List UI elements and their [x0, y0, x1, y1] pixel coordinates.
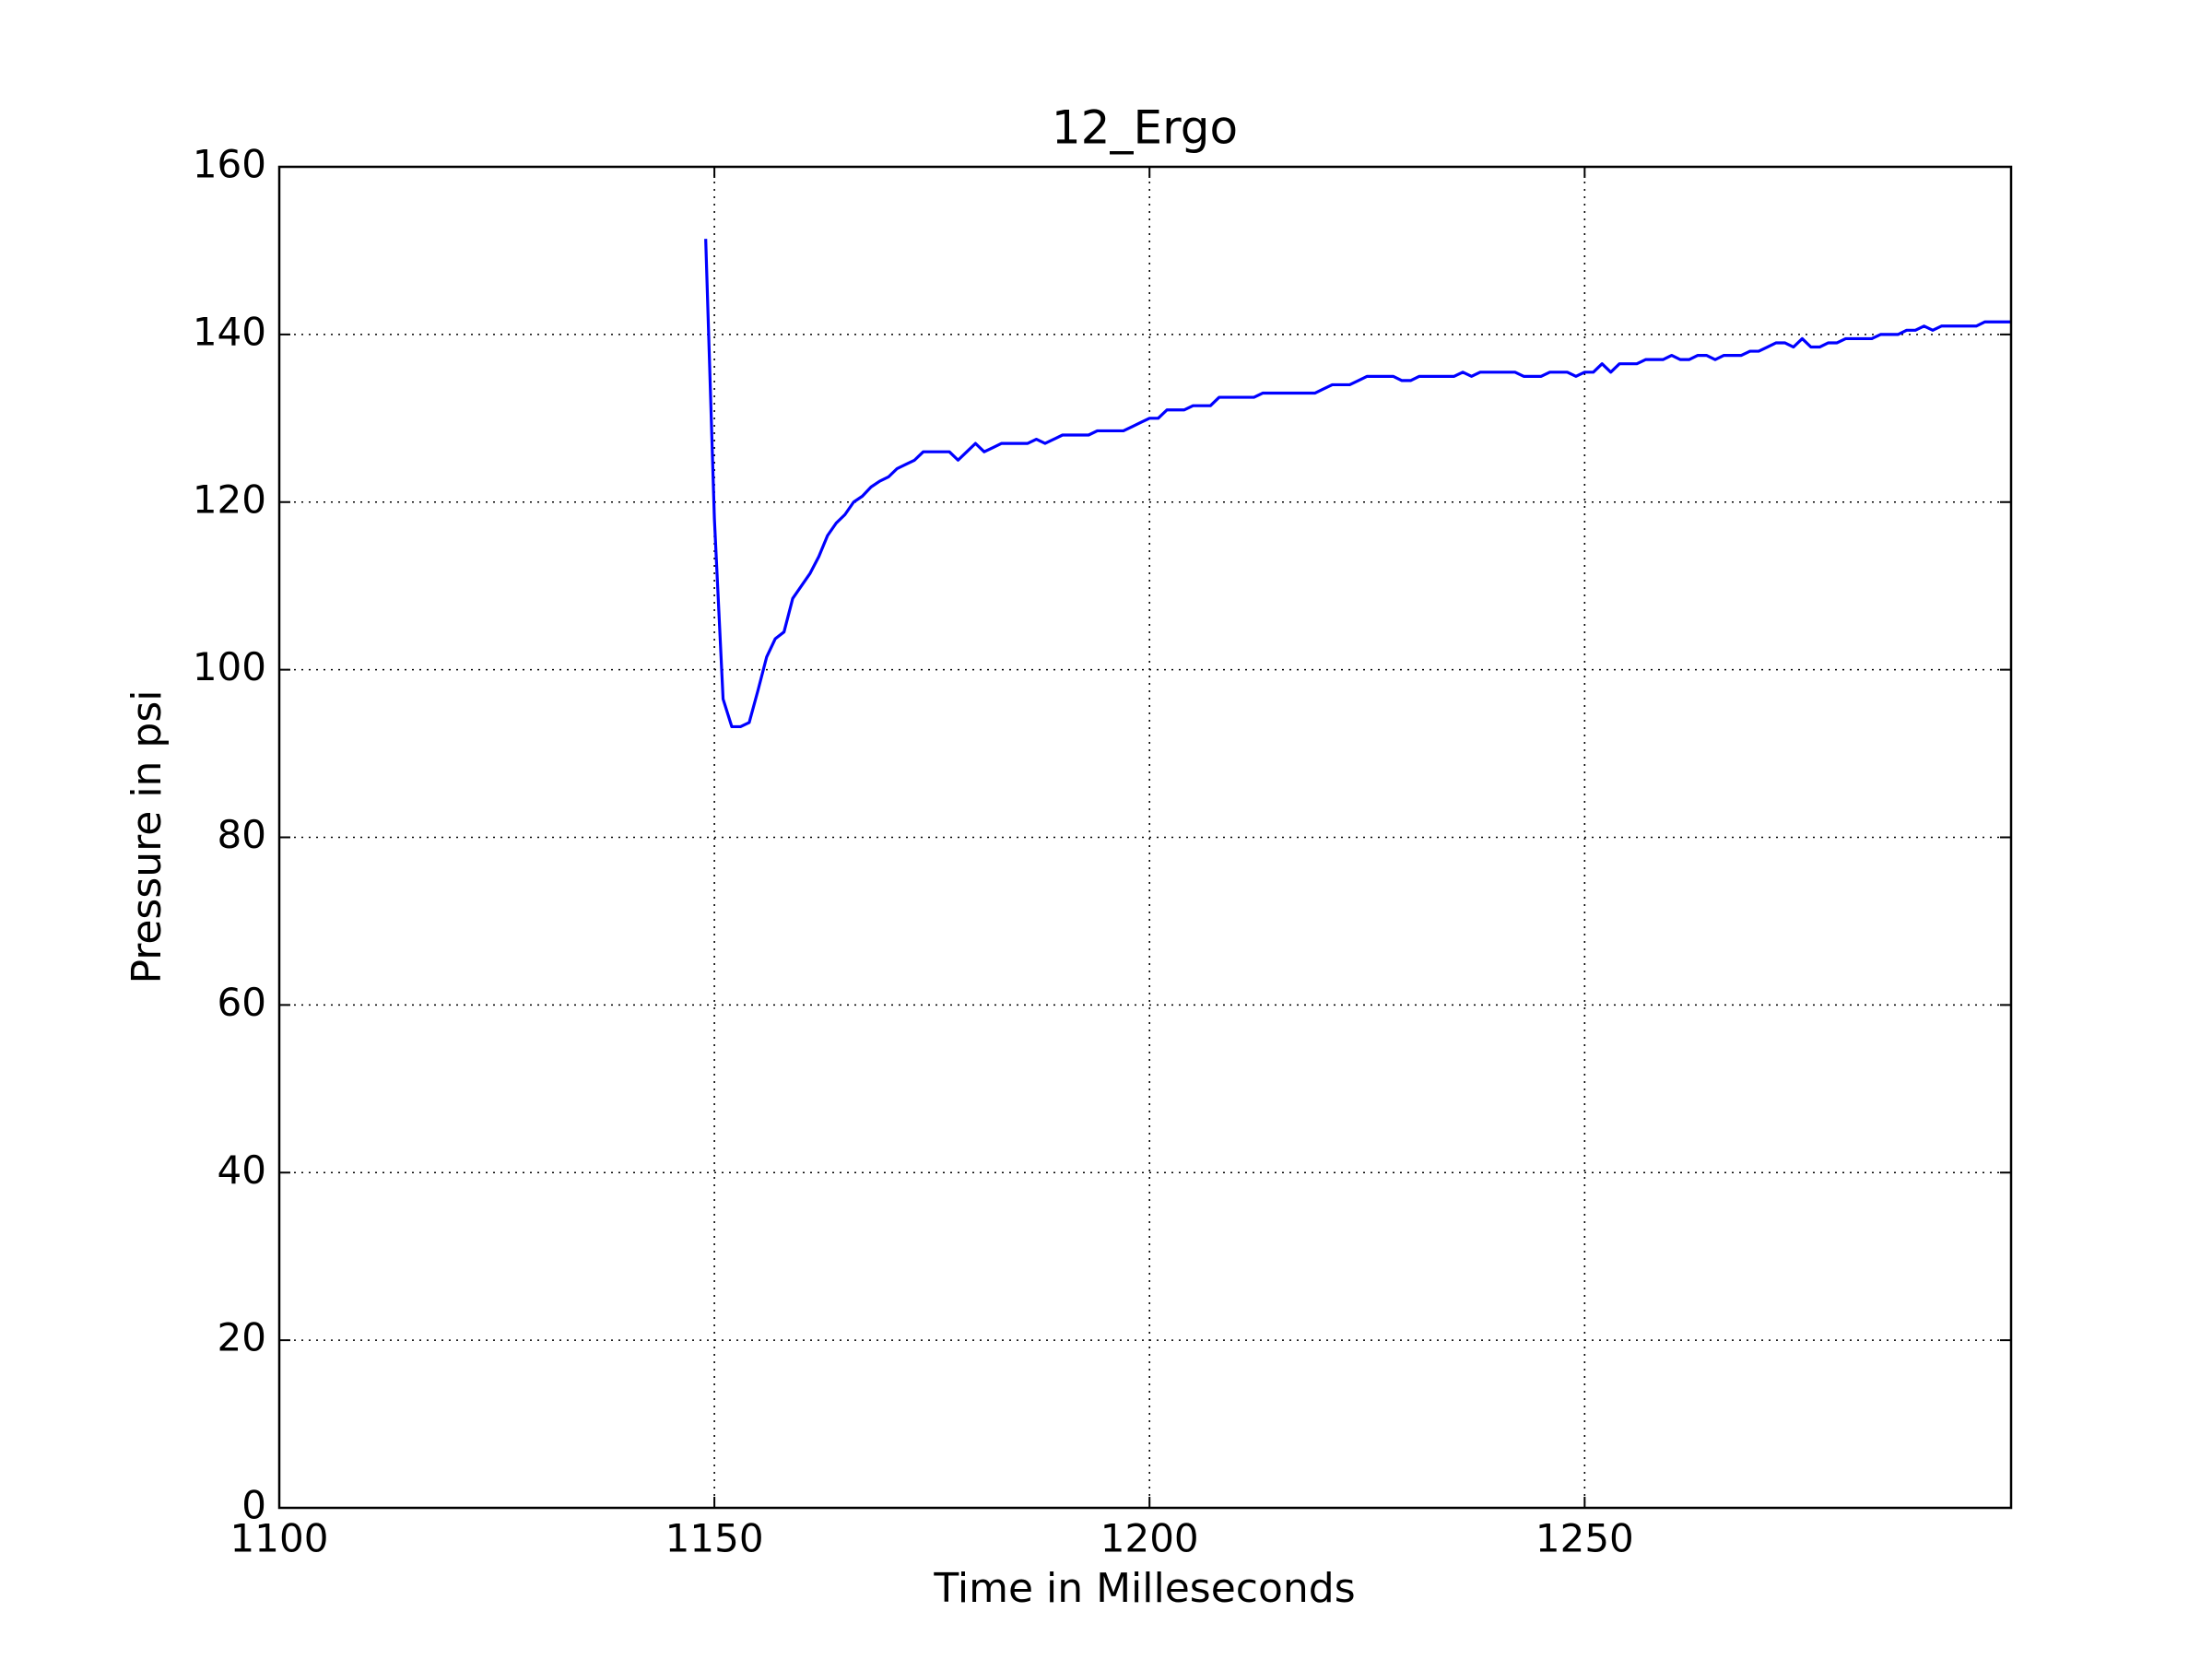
data-line — [704, 239, 2011, 729]
x-tick-label: 1250 — [1535, 1516, 1634, 1561]
y-tick-label: 160 — [193, 142, 266, 187]
x-tick-label: 1150 — [665, 1516, 764, 1561]
y-tick-label: 80 — [218, 812, 266, 857]
y-tick-label: 100 — [193, 644, 266, 689]
x-tick-label: 1100 — [230, 1516, 329, 1561]
x-tick-label: 1200 — [1100, 1516, 1199, 1561]
y-tick-label: 20 — [218, 1315, 266, 1360]
plot-frame — [277, 165, 2013, 1510]
chart-title: 12_Ergo — [1052, 101, 1238, 155]
x-axis-label: Time in Milleseconds — [933, 1565, 1355, 1612]
y-tick-label: 60 — [218, 980, 266, 1025]
y-tick-label: 40 — [218, 1147, 266, 1193]
y-axis-label: Pressure in psi — [124, 689, 171, 983]
y-tick-label: 0 — [241, 1483, 266, 1528]
y-tick-label: 120 — [193, 477, 266, 522]
y-tick-label: 140 — [193, 309, 266, 354]
